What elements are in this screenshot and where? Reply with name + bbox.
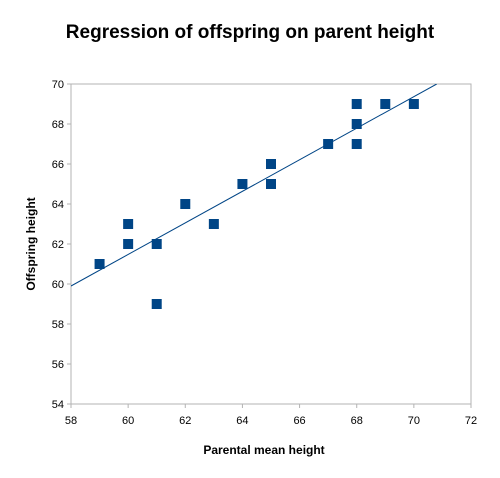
x-tick-label: 60 (122, 415, 134, 427)
regression-line (71, 84, 437, 287)
data-point (351, 119, 362, 129)
x-tick-label: 68 (351, 415, 363, 427)
data-point (94, 259, 105, 269)
y-tick-label: 70 (52, 79, 64, 91)
data-point (266, 159, 276, 169)
y-tick-label: 60 (52, 279, 64, 291)
x-tick-label: 66 (293, 415, 305, 427)
y-tick-label: 54 (52, 399, 64, 411)
y-axis: 54 56 58 60 62 64 66 68 70 (52, 79, 71, 411)
y-axis-title: Offspring height (24, 197, 38, 290)
data-point (151, 239, 162, 249)
data-point (180, 199, 191, 209)
y-tick-label: 66 (52, 159, 64, 171)
y-tick-label: 68 (52, 119, 64, 131)
x-tick-label: 70 (408, 415, 420, 427)
x-tick-label: 58 (65, 415, 77, 427)
data-point (237, 179, 248, 189)
x-axis-title: Parental mean height (203, 443, 324, 457)
data-point (123, 219, 134, 229)
y-tick-label: 58 (52, 319, 64, 331)
data-point (380, 99, 391, 109)
x-tick-label: 64 (236, 415, 248, 427)
data-point (323, 139, 334, 149)
chart-title: Regression of offspring on parent height (66, 22, 435, 43)
x-tick-label: 72 (465, 415, 477, 427)
data-point (408, 99, 419, 109)
data-point (351, 99, 362, 109)
trendline-layer (71, 84, 437, 287)
data-point (151, 299, 162, 309)
data-point (266, 179, 276, 189)
data-point (208, 219, 219, 229)
data-points (94, 99, 419, 309)
data-point (351, 139, 362, 149)
x-axis: 58 60 62 64 66 68 70 72 (65, 404, 477, 427)
y-tick-label: 56 (52, 359, 64, 371)
y-tick-label: 62 (52, 239, 64, 251)
y-tick-label: 64 (52, 199, 64, 211)
data-point (123, 239, 134, 249)
x-tick-label: 62 (179, 415, 191, 427)
